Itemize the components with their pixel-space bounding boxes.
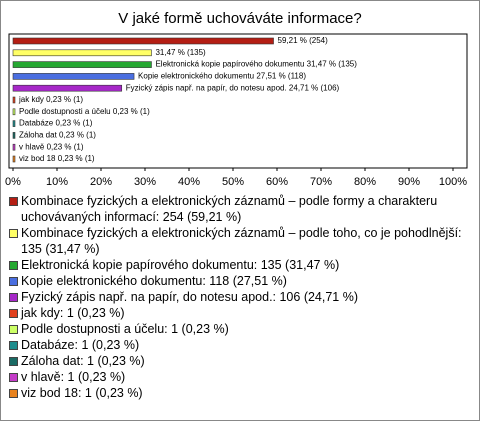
legend-item: Záloha dat: 1 (0,23 %) [9,353,471,369]
x-tick-label: 0% [5,176,21,188]
x-tick-label: 90% [398,176,420,188]
x-tick-label: 40% [178,176,200,188]
legend-item: v hlavě: 1 (0,23 %) [9,369,471,385]
x-tick-label: 100% [439,176,467,188]
legend-item: Kopie elektronického dokumentu: 118 (27,… [9,273,471,289]
bar [12,108,16,116]
legend-swatch [9,293,18,302]
legend-text: jak kdy: 1 (0,23 %) [21,306,125,320]
legend-swatch [9,389,18,398]
legend-swatch [9,325,18,334]
data-label: v hlavě 0,23 % (1) [19,142,84,151]
x-tick-label: 30% [134,176,156,188]
legend-swatch [9,373,18,382]
legend-swatch [9,261,18,270]
legend-item: Podle dostupnosti a účelu: 1 (0,23 %) [9,321,471,337]
data-label: Záloha dat 0,23 % (1) [19,131,96,140]
bar [12,120,16,127]
bar [12,143,16,151]
legend-swatch [9,277,18,286]
bar [12,37,274,45]
legend-text: Elektronická kopie papírového dokumentu:… [21,258,340,272]
x-tick-label: 80% [354,176,376,188]
legend-item: Kombinace fyzických a elektronických záz… [9,225,471,257]
legend-item: viz bod 18: 1 (0,23 %) [9,385,471,401]
data-label: Podle dostupnosti a účelu 0,23 % (1) [19,107,150,116]
data-label: Elektronická kopie papírového dokumentu … [155,60,357,69]
legend-item: Elektronická kopie papírového dokumentu:… [9,257,471,273]
x-tick-label: 20% [90,176,112,188]
legend-item: Databáze: 1 (0,23 %) [9,337,471,353]
legend-swatch [9,229,18,238]
legend-swatch [9,357,18,366]
legend-item: Kombinace fyzických a elektronických záz… [9,193,471,225]
legend-item: jak kdy: 1 (0,23 %) [9,305,471,321]
bar [12,61,152,68]
data-label: jak kdy 0,23 % (1) [18,95,83,104]
legend-swatch [9,197,18,206]
plot-frame [8,33,468,169]
plot: V jaké formě uchováváte informace? 0% 10%… [5,10,468,188]
bar [12,49,152,57]
legend-text: v hlavě: 1 (0,23 %) [21,370,126,384]
data-label: 59,21 % (254) [278,36,329,45]
legend: Kombinace fyzických a elektronických záz… [9,193,471,401]
legend-text: Kopie elektronického dokumentu: 118 (27,… [21,274,287,288]
legend-text: Kombinace fyzických a elektronických záz… [21,226,462,256]
x-tick-label: 50% [222,176,244,188]
data-label: viz bod 18 0,23 % (1) [19,154,95,163]
x-tick-label: 10% [46,176,68,188]
data-label: Databáze 0,23 % (1) [19,119,93,128]
data-label: Kopie elektronického dokumentu 27,51 % (… [138,72,306,81]
legend-item: Fyzický zápis např. na papír, do notesu … [9,289,471,305]
x-tick-label: 60% [266,176,288,188]
bar [12,84,123,92]
data-label: 31,47 % (135) [155,48,206,57]
legend-text: Kombinace fyzických a elektronických záz… [21,194,438,224]
legend-text: Podle dostupnosti a účelu: 1 (0,23 %) [21,322,229,336]
legend-swatch [9,309,18,318]
bar [12,155,16,163]
bar [12,132,16,139]
legend-text: viz bod 18: 1 (0,23 %) [21,386,143,400]
legend-text: Databáze: 1 (0,23 %) [21,338,140,352]
data-label: Fyzický zápis např. na papír, do notesu … [126,83,340,92]
bar [12,96,16,104]
legend-text: Záloha dat: 1 (0,23 %) [21,354,145,368]
legend-text: Fyzický zápis např. na papír, do notesu … [21,290,359,304]
legend-swatch [9,341,18,350]
x-tick-label: 70% [310,176,332,188]
chart-title: V jaké formě uchováváte informace? [118,10,361,27]
bar [12,73,135,80]
